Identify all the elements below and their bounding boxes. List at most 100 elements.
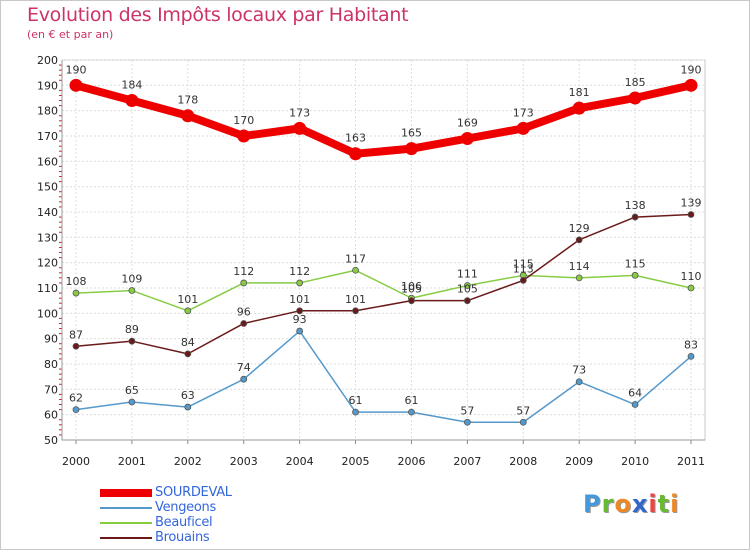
data-point <box>516 121 530 135</box>
legend-swatch <box>100 537 152 539</box>
data-point <box>72 342 80 350</box>
legend-swatch <box>100 489 152 497</box>
data-point <box>631 213 639 221</box>
data-label: 115 <box>625 257 646 270</box>
data-label: 57 <box>516 404 530 417</box>
legend-swatch <box>100 507 152 509</box>
x-tick-label: 2009 <box>565 455 593 468</box>
data-point <box>184 350 192 358</box>
data-label: 112 <box>289 265 310 278</box>
series-line <box>75 330 692 424</box>
data-point <box>687 211 695 218</box>
logo-letter: r <box>601 490 615 518</box>
data-point <box>349 147 363 161</box>
data-point <box>184 307 192 315</box>
data-label: 65 <box>125 384 139 397</box>
y-tick-label: 130 <box>37 231 58 244</box>
y-tick-label: 50 <box>44 434 58 447</box>
data-point <box>240 375 248 383</box>
data-label: 61 <box>349 394 363 407</box>
x-tick-label: 2006 <box>397 455 425 468</box>
data-label: 109 <box>121 273 142 286</box>
series-vengeons: 62 65 63 74 93 61 61 57 57 73 64 83 <box>69 313 698 426</box>
logo-letter: o <box>614 490 632 518</box>
data-label: 173 <box>513 106 534 119</box>
data-point <box>684 78 698 92</box>
data-point <box>575 378 583 386</box>
line-chart: 50 60 70 80 90 100 110 120 130 140 150 160 170 180 190… <box>37 54 706 468</box>
y-tick-label: 170 <box>37 130 58 143</box>
data-label: 178 <box>177 94 198 107</box>
data-label: 190 <box>681 63 702 76</box>
x-tick-label: 2001 <box>118 455 146 468</box>
data-label: 138 <box>625 199 646 212</box>
series-beauficel: 108 109 101 112 112 117 106 111 115 114 115 110 <box>66 252 702 315</box>
data-label: 113 <box>513 262 534 275</box>
data-point <box>408 297 415 305</box>
data-point <box>128 287 136 294</box>
y-tick-label: 70 <box>44 383 58 396</box>
data-label: 165 <box>401 127 422 140</box>
series-line <box>75 269 692 312</box>
x-tick-label: 2011 <box>677 455 705 468</box>
data-label: 112 <box>233 265 254 278</box>
y-tick-label: 120 <box>37 257 58 270</box>
data-point <box>404 142 418 156</box>
y-tick-label: 160 <box>37 155 58 168</box>
data-point <box>128 337 136 345</box>
data-label: 185 <box>625 76 646 89</box>
data-label: 105 <box>457 283 478 296</box>
y-tick-label: 180 <box>37 105 58 118</box>
data-point <box>572 101 586 115</box>
data-point <box>352 307 359 315</box>
data-label: 63 <box>181 389 195 402</box>
proxiti-logo: Proxiti <box>583 490 679 518</box>
y-tick-label: 190 <box>37 79 58 92</box>
logo-letter: t <box>657 490 671 518</box>
series-brouains: 87 89 84 96 101 101 105 105 113 129 138 139 <box>69 197 702 358</box>
data-point <box>631 271 639 279</box>
data-point <box>519 418 527 426</box>
data-label: 87 <box>69 328 83 341</box>
data-label: 181 <box>569 86 590 99</box>
x-tick-label: 2004 <box>286 455 314 468</box>
data-point <box>296 327 304 335</box>
data-label: 61 <box>404 394 418 407</box>
data-label: 84 <box>181 336 195 349</box>
data-point <box>293 121 307 135</box>
data-label: 111 <box>457 267 478 280</box>
data-point <box>575 274 583 282</box>
data-point <box>463 282 471 289</box>
series-line <box>75 213 692 355</box>
data-label: 101 <box>345 293 366 306</box>
data-point <box>352 266 359 274</box>
data-label: 163 <box>345 132 366 145</box>
data-point <box>460 132 474 146</box>
data-label: 89 <box>125 323 139 336</box>
data-label: 96 <box>237 305 251 318</box>
data-label: 184 <box>121 79 142 92</box>
data-label: 101 <box>177 293 198 306</box>
y-tick-label: 80 <box>44 358 58 371</box>
data-label: 114 <box>569 260 590 273</box>
x-tick-label: 2010 <box>621 455 649 468</box>
logo-letter: i <box>670 490 680 518</box>
data-point <box>296 307 304 315</box>
logo-letter: P <box>583 490 602 518</box>
y-tick-label: 60 <box>44 409 58 422</box>
data-label: 83 <box>684 338 698 351</box>
data-label: 64 <box>628 387 642 400</box>
data-label: 117 <box>345 252 366 265</box>
data-label: 173 <box>289 106 310 119</box>
x-tick-label: 2002 <box>174 455 202 468</box>
data-label: 74 <box>237 361 251 374</box>
chart-subtitle: (en € et par an) <box>27 28 114 41</box>
x-tick-label: 2005 <box>342 455 370 468</box>
legend-swatch <box>100 522 152 524</box>
legend-label: Brouains <box>155 530 210 545</box>
data-point <box>72 289 80 297</box>
data-point <box>128 398 136 406</box>
y-tick-label: 90 <box>44 333 58 346</box>
data-label: 169 <box>457 117 478 130</box>
data-label: 73 <box>572 364 586 377</box>
